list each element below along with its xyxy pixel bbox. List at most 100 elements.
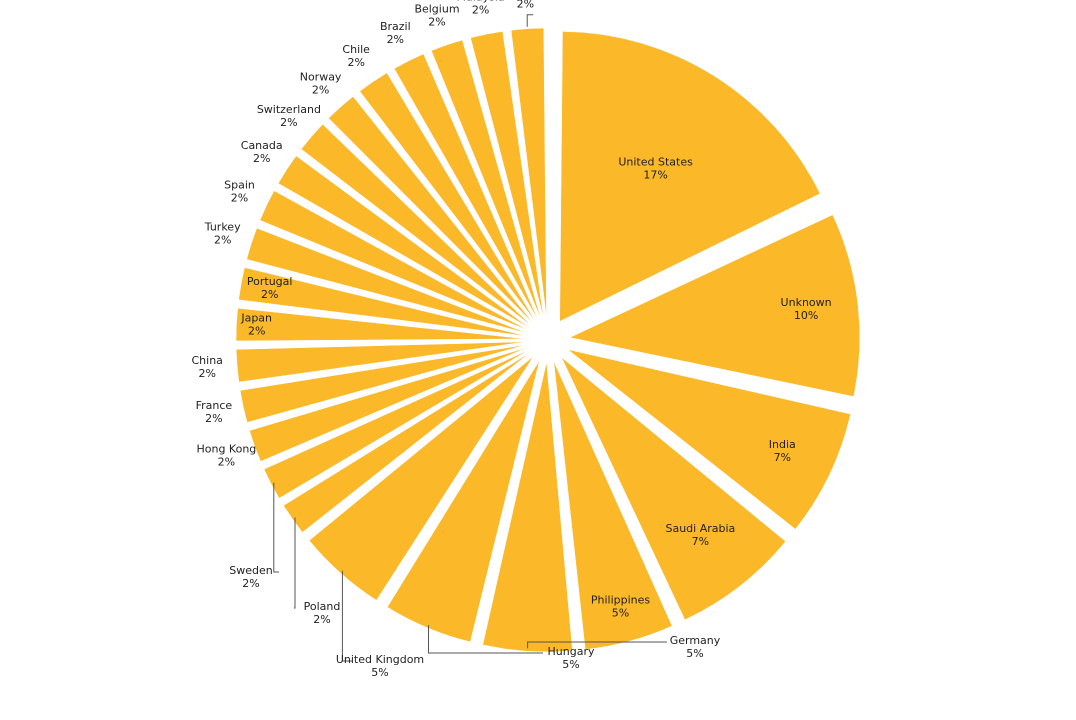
slice-label-value: 2% [218, 455, 235, 468]
slice-label-name: Turkey [204, 220, 241, 233]
slice-label-value: 2% [261, 288, 278, 301]
pie-slice-unknown [569, 214, 861, 397]
pie-slice-brazil [393, 53, 539, 321]
leader-lines [273, 14, 667, 662]
slice-label-name: Hungary [548, 645, 595, 658]
slice-label-name: Saudi Arabia [665, 522, 735, 535]
pie-slice-spain [259, 190, 529, 331]
slice-label-name: Hong Kong [196, 442, 256, 455]
slice-label-hungary: Hungary 5% [548, 645, 595, 671]
slice-label-name: Belgium [414, 3, 459, 16]
slice-label-name: Unknown [781, 296, 832, 309]
pie-slice-sweden [263, 349, 529, 499]
slice-label-value: 7% [774, 451, 791, 464]
slice-labels: United States 17%Unknown 10%India 7%Saudi A… [191, 0, 831, 679]
slice-label-value: 2% [253, 152, 270, 165]
pie-slice-japan [235, 307, 527, 342]
slice-label-name: France [196, 399, 233, 412]
slice-label-belgium: Belgium 2% [414, 3, 459, 29]
slice-label-sweden: Sweden 2% [229, 564, 272, 590]
slice-label-value: 2% [472, 4, 489, 17]
slice-label-name: Chile [342, 43, 370, 56]
slice-label-united-kingdom: United Kingdom 5% [336, 653, 424, 679]
slice-label-name: United States [618, 155, 693, 168]
slice-label-name: China [191, 354, 222, 367]
slice-label-name: Japan [240, 312, 272, 325]
pie-slice-india [567, 349, 851, 530]
leader-line-hungary [428, 625, 543, 654]
slice-label-unknown: Unknown 10% [781, 296, 832, 322]
slice-label-name: Canada [241, 139, 283, 152]
slice-label-name: Portugal [247, 275, 293, 288]
pie-slice-philippines [553, 361, 673, 650]
pie-slice-china [235, 341, 527, 383]
slice-label-name: Malaysia [457, 0, 505, 4]
slice-label-value: 5% [686, 647, 703, 660]
pie-slice-switzerland [300, 123, 532, 326]
slice-label-value: 10% [794, 309, 818, 322]
slice-label-value: 2% [205, 412, 222, 425]
slice-label-saudi-arabia: Saudi Arabia 7% [665, 522, 735, 548]
slice-label-name: Switzerland [257, 103, 321, 116]
slice-label-poland: Poland 2% [304, 600, 341, 626]
slice-label-name: Sweden [229, 564, 272, 577]
leader-line-netherlands [526, 14, 534, 27]
pie-slice-belgium [431, 39, 542, 320]
leader-line-sweden [273, 482, 279, 573]
pie-slice-poland [283, 352, 531, 533]
slice-label-value: 2% [517, 0, 534, 11]
slice-label-switzerland: Switzerland 2% [257, 103, 321, 129]
pie-slice-saudi-arabia [561, 357, 786, 621]
leader-line-united-kingdom [341, 570, 352, 662]
pie-slice-norway [328, 96, 534, 324]
slice-label-name: Germany [670, 634, 721, 647]
slice-label-portugal: Portugal 2% [247, 275, 293, 301]
slice-label-turkey: Turkey 2% [204, 220, 241, 246]
slice-label-hong-kong: Hong Kong 2% [196, 442, 256, 468]
pie-slice-chile [359, 72, 536, 322]
pie-slice-germany [482, 361, 573, 653]
slice-label-germany: Germany 5% [670, 634, 721, 660]
slice-label-spain: Spain 2% [224, 178, 255, 204]
slice-label-japan: Japan 2% [240, 312, 272, 338]
slice-label-india: India 7% [769, 438, 796, 464]
slice-label-value: 2% [198, 367, 215, 380]
pie-slice-united-kingdom [308, 356, 534, 601]
slice-label-france: France 2% [196, 399, 233, 425]
slice-label-value: 2% [387, 33, 404, 46]
slice-label-value: 2% [231, 191, 248, 204]
leader-line-poland [294, 517, 296, 609]
slice-label-value: 5% [562, 658, 579, 671]
slice-label-value: 7% [692, 535, 709, 548]
slice-label-name: India [769, 438, 796, 451]
slice-label-value: 17% [643, 168, 667, 181]
pie-slice-malaysia [470, 31, 544, 319]
slice-label-name: Poland [304, 600, 341, 613]
pie-slice-turkey [246, 227, 528, 334]
pie-slice-canada [277, 155, 530, 329]
slice-label-value: 2% [312, 84, 329, 97]
slice-label-value: 2% [214, 233, 231, 246]
slice-label-name: Philippines [591, 594, 651, 607]
slice-label-norway: Norway 2% [300, 71, 342, 97]
slice-label-value: 2% [242, 577, 259, 590]
slice-label-malaysia: Malaysia2% [457, 0, 505, 17]
slice-label-name: Norway [300, 71, 342, 84]
slice-label-value: 2% [428, 16, 445, 29]
pie-slice-united-states [559, 31, 821, 322]
slice-label-canada: Canada 2% [241, 139, 283, 165]
slice-label-name: United Kingdom [336, 653, 424, 666]
slice-label-value: 2% [347, 56, 364, 69]
slice-label-philippines: Philippines 5% [591, 594, 651, 620]
pie-slice-hungary [386, 360, 540, 643]
slice-label-value: 2% [313, 613, 330, 626]
slice-label-name: Brazil [380, 20, 411, 33]
slice-label-value: 2% [248, 325, 265, 338]
pie-slice-netherlands [510, 27, 547, 319]
slice-label-value: 5% [612, 607, 629, 620]
pie-slice-france [239, 344, 527, 423]
slice-label-united-states: United States 17% [618, 155, 693, 181]
leader-line-germany [527, 641, 667, 649]
